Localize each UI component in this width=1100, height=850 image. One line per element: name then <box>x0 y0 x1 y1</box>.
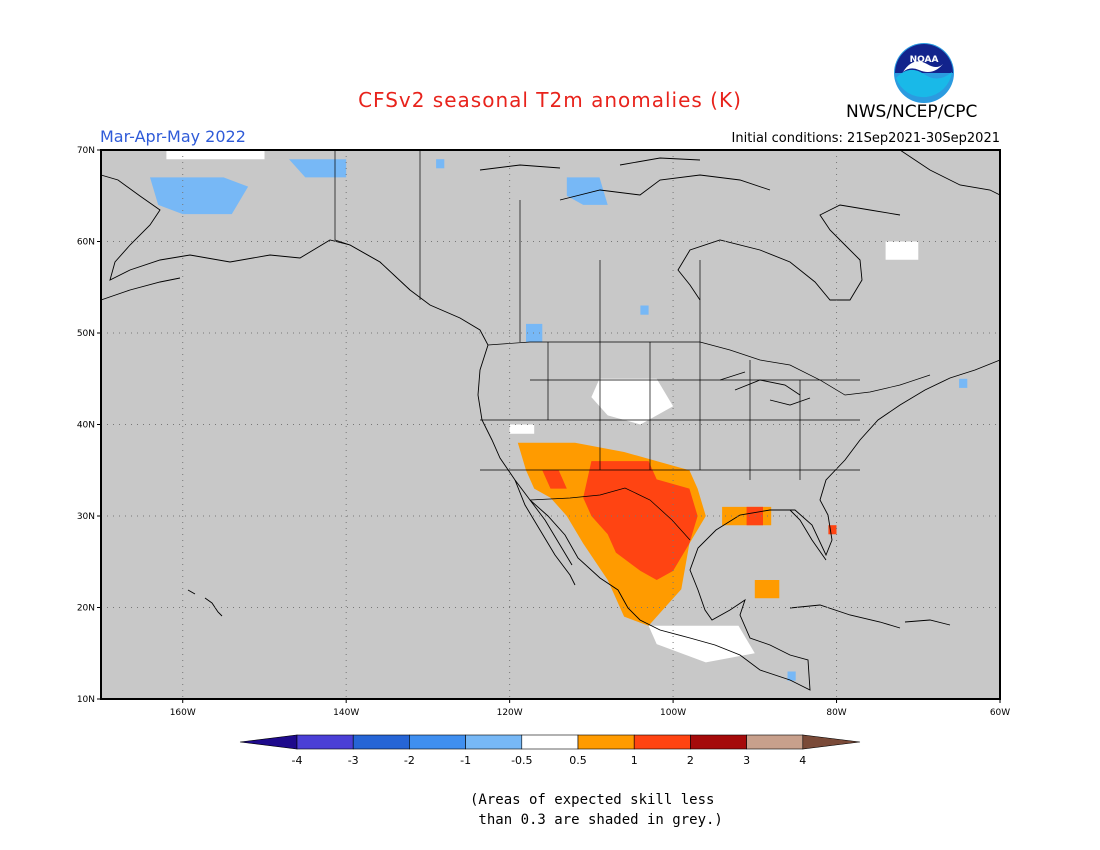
colorbar-swatches <box>239 734 861 750</box>
great-lakes <box>719 371 811 406</box>
colorbar-label: -3 <box>348 754 359 767</box>
us-mexico-border <box>529 487 691 541</box>
colorbar-label: -0.5 <box>511 754 532 767</box>
lat-label: 20N <box>77 604 95 614</box>
noaa-logo: NOAA <box>894 43 954 103</box>
logo-gull <box>903 61 943 72</box>
anomaly-region-11 <box>509 424 535 434</box>
political-borders <box>334 150 931 541</box>
colorbar-swatch <box>746 734 804 750</box>
organization-label: NWS/NCEP/CPC <box>846 102 978 122</box>
colorbar-swatch <box>577 734 635 750</box>
anomaly-region-1 <box>289 159 347 178</box>
colorbar-swatch-max <box>802 734 861 750</box>
baja-california <box>514 479 576 586</box>
lat-label: 40N <box>77 421 95 431</box>
colorbar-label: 3 <box>743 754 750 767</box>
chart-title: CFSv2 seasonal T2m anomalies (K) <box>358 88 742 112</box>
logo-wave <box>896 69 952 98</box>
colorbar-swatch-min <box>239 734 298 750</box>
lon-label: 60W <box>990 708 1010 718</box>
colorbar-swatch <box>352 734 410 750</box>
anomaly-regions <box>150 150 968 681</box>
lat-label: 70N <box>77 146 95 156</box>
coastlines <box>100 149 1001 691</box>
colorbar-label: -1 <box>460 754 471 767</box>
skill-footnote: (Areas of expected skill less than 0.3 a… <box>470 792 723 828</box>
anomaly-region-4 <box>526 323 543 343</box>
lat-label: 10N <box>77 695 95 705</box>
cuba <box>789 604 901 629</box>
aleutians <box>100 277 181 301</box>
florida <box>789 509 827 561</box>
anomaly-region-5 <box>640 305 649 315</box>
anomaly-region-9 <box>885 241 919 260</box>
colorbar-labels: -4 -3 -2 -1 -0.5 0.5 1 2 3 4 <box>292 754 807 767</box>
period-label: Mar-Apr-May 2022 <box>100 127 246 146</box>
anomaly-region-17 <box>583 461 698 580</box>
colorbar-swatch <box>409 734 466 750</box>
colorbar-label: 4 <box>799 754 806 767</box>
longitude-labels: 160W 140W 120W 100W 80W 60W <box>170 699 1010 718</box>
arctic-islands <box>479 157 771 201</box>
lat-label: 30N <box>77 512 95 522</box>
anomaly-region-16 <box>542 470 567 489</box>
colorbar-label: -4 <box>292 754 303 767</box>
alaska-border <box>334 150 411 291</box>
hudson-bay-coastline <box>677 204 901 301</box>
colorbar-swatch <box>633 734 691 750</box>
anomaly-region-12 <box>648 625 755 663</box>
hispaniola <box>904 619 951 626</box>
colorbar-label: 2 <box>687 754 694 767</box>
lat-label: 60N <box>77 238 95 248</box>
initial-conditions-label: Initial conditions: 21Sep2021-30Sep2021 <box>731 131 1000 146</box>
anomaly-region-8 <box>166 150 265 160</box>
lat-label: 50N <box>77 329 95 339</box>
map-background <box>101 150 1000 699</box>
anomaly-region-10 <box>591 378 674 425</box>
north-america-coastline <box>100 174 1001 691</box>
anomaly-region-7 <box>787 671 796 681</box>
lon-label: 140W <box>333 708 359 718</box>
colorbar-swatch <box>521 734 579 750</box>
lon-label: 160W <box>170 708 196 718</box>
logo-text: NOAA <box>910 55 939 65</box>
anomaly-region-15 <box>754 580 780 599</box>
colorbar-swatch <box>690 734 747 750</box>
anomaly-region-3 <box>566 177 608 205</box>
colorbar-label: 1 <box>631 754 638 767</box>
colorbar-swatch <box>465 734 523 750</box>
canada-province-lines <box>419 150 701 342</box>
gulf-of-california <box>529 499 573 566</box>
us-state-lines <box>480 342 860 480</box>
anomaly-region-6 <box>959 378 968 388</box>
colorbar-swatch <box>296 734 354 750</box>
lon-label: 120W <box>497 708 523 718</box>
lon-label: 100W <box>660 708 686 718</box>
colorbar-label: -2 <box>404 754 415 767</box>
latitude-labels: 70N 60N 50N 40N 30N 20N 10N <box>77 146 101 705</box>
anomaly-region-2 <box>436 159 445 169</box>
colorbar-label: 0.5 <box>569 754 587 767</box>
lon-label: 80W <box>826 708 846 718</box>
greenland-coast <box>899 149 1001 196</box>
anomaly-region-0 <box>150 177 249 215</box>
